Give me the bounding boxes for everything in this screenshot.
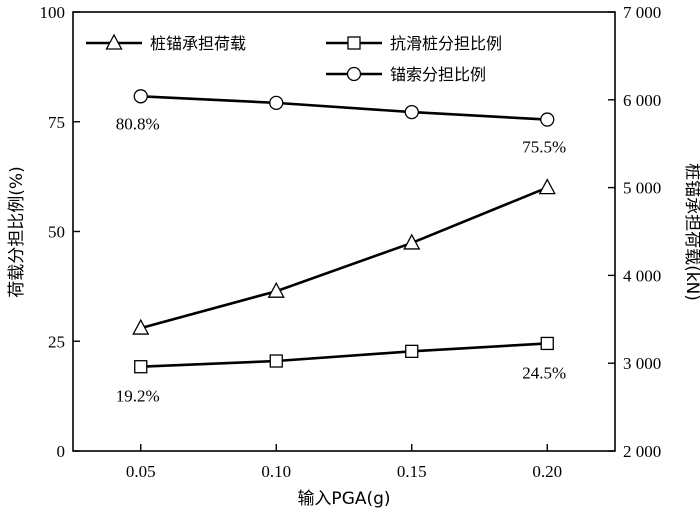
y2-tick-label: 7 000 <box>623 3 661 22</box>
y2-tick-label: 5 000 <box>623 179 661 198</box>
legend-label: 抗滑桩分担比例 <box>390 34 502 53</box>
plot-frame <box>72 11 616 452</box>
x-axis: 0.05 0.10 0.15 0.20 <box>126 444 562 481</box>
data-point-triangle <box>132 318 150 335</box>
legend-marker-circle <box>346 66 362 82</box>
y-tick-label: 50 <box>48 223 65 242</box>
x-tick-label: 0.15 <box>397 462 427 481</box>
data-point-triangle <box>403 233 421 250</box>
series-layer <box>132 89 556 374</box>
y-tick-label: 0 <box>57 442 66 461</box>
y2-tick-label: 2 000 <box>623 442 661 461</box>
data-point-circle <box>269 95 284 111</box>
data-label: 24.5% <box>522 363 566 382</box>
data-label: 75.5% <box>522 138 566 157</box>
x-tick-label: 0.20 <box>532 462 562 481</box>
y-axis-right: 2 000 3 000 4 000 5 000 6 000 7 000 <box>608 3 661 461</box>
y2-tick-label: 6 000 <box>623 91 661 110</box>
data-point-square <box>269 354 283 368</box>
legend-marker-triangle <box>105 33 123 50</box>
x-tick-label: 0.10 <box>261 462 291 481</box>
legend-label: 桩锚承担荷载 <box>150 34 246 53</box>
y2-axis-title: 桩锚承担荷载(kN) <box>682 163 700 301</box>
data-label: 19.2% <box>116 387 160 406</box>
y2-tick-label: 4 000 <box>623 266 661 285</box>
x-axis-title: 输入PGA(g) <box>297 489 390 509</box>
legend-marker-square <box>347 36 361 50</box>
y-tick-label: 100 <box>40 3 66 22</box>
y-tick-label: 75 <box>48 113 65 132</box>
data-point-square <box>405 344 419 358</box>
data-point-circle <box>133 89 148 104</box>
data-point-square <box>540 336 554 351</box>
series-line-circle <box>140 94 548 121</box>
data-point-triangle <box>267 281 285 298</box>
data-point-circle <box>404 104 419 120</box>
y-axis-title: 荷载分担比例(%) <box>7 166 27 297</box>
y-axis-left: 0 25 50 75 100 <box>40 3 80 461</box>
series-line-square <box>140 342 548 369</box>
y2-tick-label: 3 000 <box>623 354 661 373</box>
series-line-triangle <box>140 186 548 330</box>
y-tick-label: 25 <box>48 332 65 351</box>
data-point-circle <box>540 112 555 127</box>
annotations: 80.8% 75.5% 19.2% 24.5% <box>116 114 566 405</box>
data-label: 80.8% <box>116 114 160 133</box>
legend-label: 锚索分担比例 <box>390 65 486 84</box>
data-point-square <box>134 360 148 374</box>
x-tick-label: 0.05 <box>126 462 156 481</box>
data-point-triangle <box>538 178 556 195</box>
